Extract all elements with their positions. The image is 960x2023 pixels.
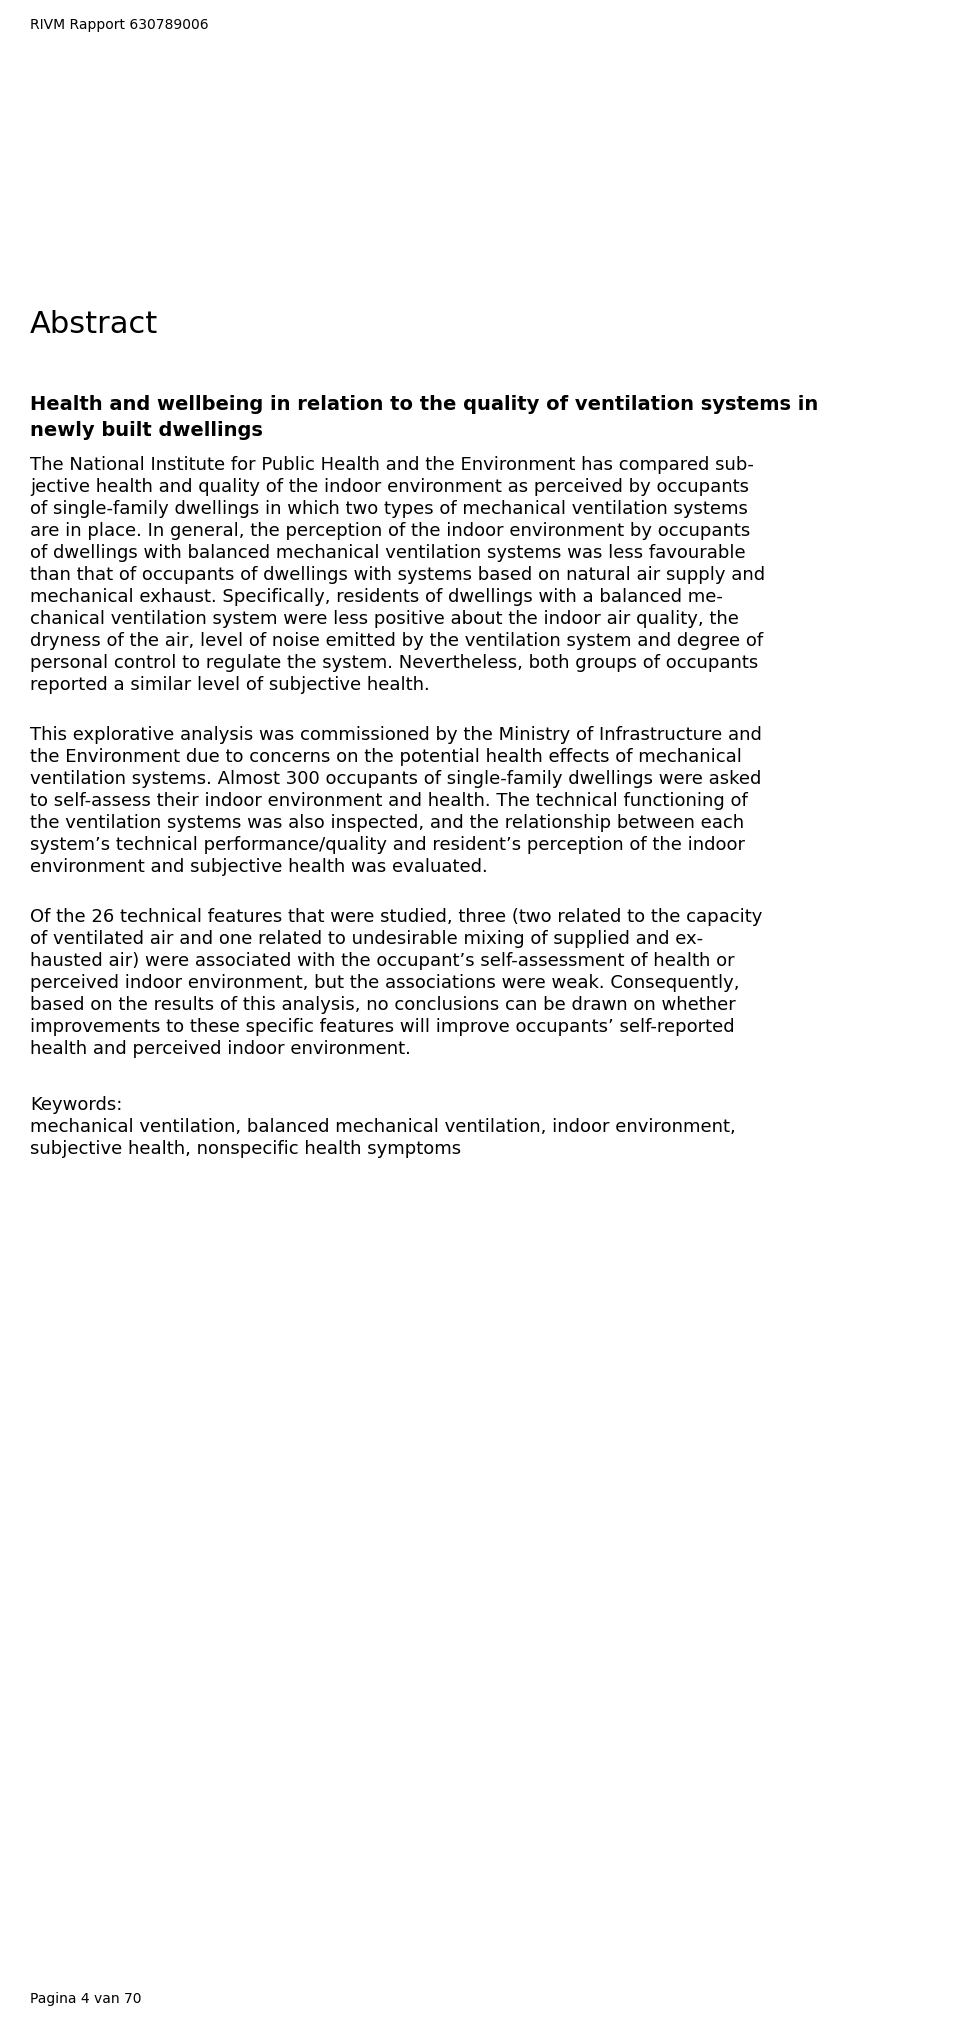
- Text: system’s technical performance/quality and resident’s perception of the indoor: system’s technical performance/quality a…: [30, 835, 745, 854]
- Text: newly built dwellings: newly built dwellings: [30, 421, 263, 439]
- Text: improvements to these specific features will improve occupants’ self-reported: improvements to these specific features …: [30, 1018, 734, 1036]
- Text: to self-assess their indoor environment and health. The technical functioning of: to self-assess their indoor environment …: [30, 791, 748, 809]
- Text: of ventilated air and one related to undesirable mixing of supplied and ex-: of ventilated air and one related to und…: [30, 929, 703, 947]
- Text: mechanical exhaust. Specifically, residents of dwellings with a balanced me-: mechanical exhaust. Specifically, reside…: [30, 589, 723, 605]
- Text: the ventilation systems was also inspected, and the relationship between each: the ventilation systems was also inspect…: [30, 813, 744, 831]
- Text: perceived indoor environment, but the associations were weak. Consequently,: perceived indoor environment, but the as…: [30, 973, 739, 991]
- Text: of dwellings with balanced mechanical ventilation systems was less favourable: of dwellings with balanced mechanical ve…: [30, 544, 746, 562]
- Text: ventilation systems. Almost 300 occupants of single-family dwellings were asked: ventilation systems. Almost 300 occupant…: [30, 769, 761, 787]
- Text: health and perceived indoor environment.: health and perceived indoor environment.: [30, 1040, 411, 1058]
- Text: RIVM Rapport 630789006: RIVM Rapport 630789006: [30, 18, 208, 32]
- Text: chanical ventilation system were less positive about the indoor air quality, the: chanical ventilation system were less po…: [30, 609, 739, 627]
- Text: hausted air) were associated with the occupant’s self-assessment of health or: hausted air) were associated with the oc…: [30, 951, 734, 969]
- Text: This explorative analysis was commissioned by the Ministry of Infrastructure and: This explorative analysis was commission…: [30, 726, 762, 744]
- Text: based on the results of this analysis, no conclusions can be drawn on whether: based on the results of this analysis, n…: [30, 995, 735, 1014]
- Text: jective health and quality of the indoor environment as perceived by occupants: jective health and quality of the indoor…: [30, 477, 749, 496]
- Text: personal control to regulate the system. Nevertheless, both groups of occupants: personal control to regulate the system.…: [30, 653, 758, 672]
- Text: Of the 26 technical features that were studied, three (two related to the capaci: Of the 26 technical features that were s…: [30, 908, 762, 927]
- Text: reported a similar level of subjective health.: reported a similar level of subjective h…: [30, 676, 430, 694]
- Text: than that of occupants of dwellings with systems based on natural air supply and: than that of occupants of dwellings with…: [30, 566, 765, 585]
- Text: Keywords:: Keywords:: [30, 1096, 122, 1113]
- Text: are in place. In general, the perception of the indoor environment by occupants: are in place. In general, the perception…: [30, 522, 751, 540]
- Text: mechanical ventilation, balanced mechanical ventilation, indoor environment,: mechanical ventilation, balanced mechani…: [30, 1117, 735, 1135]
- Text: environment and subjective health was evaluated.: environment and subjective health was ev…: [30, 858, 488, 876]
- Text: The National Institute for Public Health and the Environment has compared sub-: The National Institute for Public Health…: [30, 455, 754, 473]
- Text: Health and wellbeing in relation to the quality of ventilation systems in: Health and wellbeing in relation to the …: [30, 394, 818, 415]
- Text: the Environment due to concerns on the potential health effects of mechanical: the Environment due to concerns on the p…: [30, 749, 742, 765]
- Text: Abstract: Abstract: [30, 310, 158, 338]
- Text: of single-family dwellings in which two types of mechanical ventilation systems: of single-family dwellings in which two …: [30, 500, 748, 518]
- Text: Pagina 4 van 70: Pagina 4 van 70: [30, 1991, 141, 2005]
- Text: subjective health, nonspecific health symptoms: subjective health, nonspecific health sy…: [30, 1139, 461, 1157]
- Text: dryness of the air, level of noise emitted by the ventilation system and degree : dryness of the air, level of noise emitt…: [30, 631, 763, 649]
